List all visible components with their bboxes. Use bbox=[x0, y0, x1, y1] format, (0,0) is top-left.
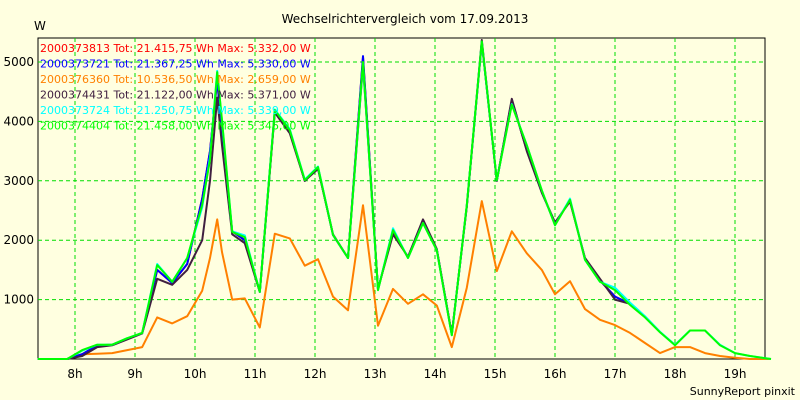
axis-ticks: 8h 9h 10h 11h 12h 13h 14h 15h 16h 17h 18h 19h 1000 20… bbox=[3, 55, 746, 381]
x-tick-label: 19h bbox=[724, 367, 747, 381]
legend: 2000373813 Tot: 21.415,75 Wh Max: 5.332,… bbox=[40, 42, 311, 133]
legend-entry-2000374431: 2000374431 Tot: 21.122,00 Wh Max: 5.371,… bbox=[40, 89, 311, 102]
series-line-2000374404 bbox=[37, 40, 772, 360]
legend-entry-2000373724: 2000373724 Tot: 21.250,75 Wh Max: 5.339,… bbox=[40, 104, 311, 117]
y-axis-label: W bbox=[34, 19, 46, 33]
x-tick-label: 13h bbox=[364, 367, 387, 381]
x-tick-label: 9h bbox=[127, 367, 142, 381]
legend-entry-2000373721: 2000373721 Tot: 21.367,25 Wh Max: 5.330,… bbox=[40, 58, 311, 71]
legend-entry-2000376360: 2000376360 Tot: 10.536,50 Wh Max: 2.659,… bbox=[40, 73, 311, 86]
series-lines bbox=[37, 39, 772, 360]
y-tick-label: 4000 bbox=[3, 114, 34, 128]
x-tick-label: 15h bbox=[484, 367, 507, 381]
plot-area bbox=[37, 37, 766, 360]
footer-credit: SunnyReport pinxit bbox=[690, 385, 796, 398]
x-tick-label: 16h bbox=[544, 367, 567, 381]
x-tick-label: 17h bbox=[604, 367, 627, 381]
legend-entry-2000373813: 2000373813 Tot: 21.415,75 Wh Max: 5.332,… bbox=[40, 42, 311, 55]
x-tick-label: 8h bbox=[67, 367, 82, 381]
legend-entry-2000374404: 2000374404 Tot: 21.458,00 Wh Max: 5.346,… bbox=[40, 120, 311, 133]
y-tick-label: 3000 bbox=[3, 174, 34, 188]
y-tick-label: 1000 bbox=[3, 293, 34, 307]
chart-title: Wechselrichtervergleich vom 17.09.2013 bbox=[282, 12, 529, 26]
x-tick-label: 12h bbox=[304, 367, 327, 381]
series-line-2000376360 bbox=[37, 200, 771, 360]
x-tick-label: 14h bbox=[424, 367, 447, 381]
y-tick-label: 2000 bbox=[3, 233, 34, 247]
y-tick-label: 5000 bbox=[3, 55, 34, 69]
x-tick-label: 10h bbox=[184, 367, 207, 381]
x-tick-label: 18h bbox=[664, 367, 687, 381]
x-tick-label: 11h bbox=[244, 367, 267, 381]
